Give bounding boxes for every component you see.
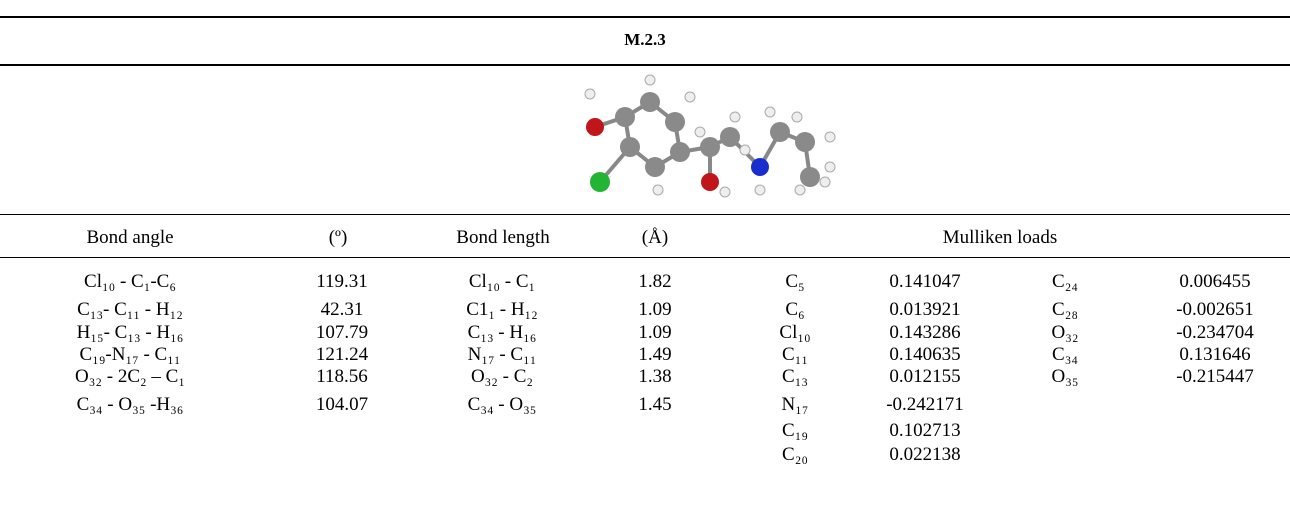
mulliken-cell: C₂₀ (782, 444, 808, 466)
mulliken-cell: C₁₉ (782, 420, 808, 442)
mulliken-cell: C₁₃ (782, 366, 808, 388)
mulliken-cell: C₃₄ (1052, 344, 1078, 366)
header-cell: Bond angle (86, 227, 173, 249)
mulliken-cell: 0.013921 (889, 299, 960, 321)
molecule-image (575, 72, 845, 207)
header-cell: Mulliken loads (943, 227, 1058, 249)
table-cell: 1.09 (638, 322, 671, 344)
table-cell: C₁₃- C₁₁ - H₁₂ (77, 299, 183, 321)
table-cell: C₁₃ - H₁₆ (468, 322, 537, 344)
mulliken-cell: C₆ (785, 299, 804, 321)
page: M.2.3 Bond angle (º) Bond length (Å) Mullike… (0, 0, 1290, 529)
mulliken-cell: Cl₁₀ (779, 322, 810, 344)
mulliken-cell: C₂₈ (1052, 299, 1078, 321)
title-rule (0, 64, 1290, 66)
table-cell: 119.31 (316, 271, 368, 293)
image-rule (0, 214, 1290, 215)
mulliken-cell: O₃₅ (1052, 366, 1079, 388)
mulliken-cell: C₁₁ (782, 344, 808, 366)
table-cell: 1.45 (638, 394, 671, 416)
table-cell: C₁₉-N₁₇ - C₁₁ (80, 344, 181, 366)
mulliken-cell: -0.234704 (1176, 322, 1254, 344)
table-cell: 1.09 (638, 299, 671, 321)
mulliken-cell: 0.140635 (889, 344, 960, 366)
header-rule (0, 257, 1290, 258)
mulliken-cell: O₃₂ (1052, 322, 1079, 344)
mulliken-cell: -0.002651 (1176, 299, 1254, 321)
table-cell: 1.38 (638, 366, 671, 388)
table-cell: O₃₂ - C₂ (471, 366, 533, 388)
mulliken-cell: 0.131646 (1179, 344, 1250, 366)
mulliken-cell: C₂₄ (1052, 271, 1078, 293)
table-cell: 121.24 (316, 344, 368, 366)
table-cell: 1.49 (638, 344, 671, 366)
mulliken-cell: 0.143286 (889, 322, 960, 344)
header-cell: Bond length (456, 227, 549, 249)
table-cell: 104.07 (316, 394, 368, 416)
mulliken-cell: N₁₇ (782, 394, 809, 416)
table-cell: 1.82 (638, 271, 671, 293)
table-cell: 107.79 (316, 322, 368, 344)
mulliken-cell: 0.102713 (889, 420, 960, 442)
header-cell: (Å) (642, 227, 668, 249)
mulliken-cell: -0.215447 (1176, 366, 1254, 388)
table-cell: 42.31 (321, 299, 364, 321)
table-cell: C1₁ - H₁₂ (466, 299, 538, 321)
table-cell: H₁₅- C₁₃ - H₁₆ (77, 322, 184, 344)
table-cell: C₃₄ - O₃₅ -H₃₆ (77, 394, 184, 416)
table-cell: Cl₁₀ - C₁ (469, 271, 535, 293)
header-cell: (º) (329, 227, 348, 249)
table-cell: N₁₇ - C₁₁ (468, 344, 537, 366)
top-rule (0, 16, 1290, 18)
mulliken-cell: 0.022138 (889, 444, 960, 466)
mulliken-cell: C₅ (785, 271, 804, 293)
table-cell: C₃₄ - O₃₅ (468, 394, 537, 416)
table-cell: O₃₂ - 2C₂ – C₁ (75, 366, 185, 388)
mulliken-cell: 0.141047 (889, 271, 960, 293)
table-cell: Cl₁₀ - C₁-C₆ (84, 271, 176, 293)
mulliken-cell: -0.242171 (886, 394, 964, 416)
table-title: M.2.3 (624, 30, 666, 50)
table-cell: 118.56 (316, 366, 368, 388)
mulliken-cell: 0.006455 (1179, 271, 1250, 293)
mulliken-cell: 0.012155 (889, 366, 960, 388)
